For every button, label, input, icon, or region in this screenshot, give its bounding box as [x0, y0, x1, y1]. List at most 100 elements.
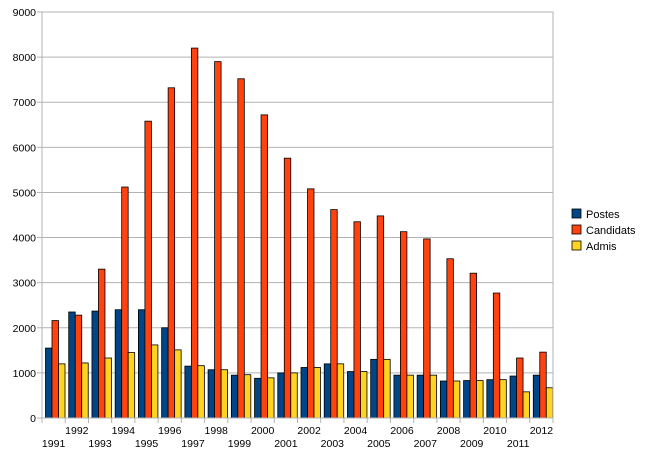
x-tick-label: 1997 [181, 438, 205, 450]
bar-admis-1998 [220, 369, 228, 419]
bar-postes-2004 [347, 371, 355, 419]
y-tick-label: 5000 [13, 187, 37, 199]
bar-postes-1994 [114, 309, 123, 419]
x-tick-label: 2002 [297, 425, 321, 437]
y-tick-label: 7000 [13, 97, 37, 109]
x-tick-label: 1992 [65, 425, 89, 437]
x-tick-label: 2004 [344, 425, 368, 437]
x-tick-label: 2012 [530, 425, 554, 437]
y-axis-ticks: 0 1000 2000 3000 4000 5000 6000 7000 8000 9000 [13, 7, 37, 425]
legend: Postes Candidats Admis [571, 208, 636, 253]
legend-label-admis: Admis [586, 241, 617, 253]
y-tick-label: 9000 [13, 7, 37, 19]
y-tick-label: 8000 [13, 52, 37, 64]
x-tick-label: 2003 [321, 438, 345, 450]
y-tick-label: 4000 [13, 233, 37, 245]
y-tick-label: 0 [30, 413, 36, 425]
bar-postes-1995 [138, 309, 146, 419]
y-tick-label: 3000 [13, 278, 37, 290]
bar-candidats-2005 [376, 215, 385, 419]
bar-admis-2012 [545, 387, 554, 419]
bar-postes-2011 [509, 375, 517, 419]
x-tick-label: 2005 [367, 438, 391, 450]
bar-admis-1999 [243, 374, 252, 419]
bar-admis-2002 [313, 367, 321, 419]
bar-postes-1998 [207, 369, 215, 419]
bar-admis-1995 [151, 344, 159, 419]
bar-postes-2006 [393, 374, 401, 419]
axes [37, 11, 554, 423]
bar-postes-2012 [532, 374, 541, 419]
x-tick-label: 2009 [460, 438, 484, 450]
bar-candidats-2011 [516, 357, 524, 419]
bar-postes-1997 [184, 365, 192, 419]
bar-candidats-2009 [469, 272, 477, 419]
bar-admis-2009 [476, 380, 484, 419]
bar-postes-2007 [416, 374, 425, 419]
y-tick-label: 6000 [13, 142, 37, 154]
x-tick-label: 1995 [135, 438, 159, 450]
bar-candidats-1993 [98, 268, 106, 419]
x-tick-label: 2001 [274, 438, 298, 450]
bar-candidats-2004 [353, 221, 361, 419]
bar-admis-2010 [499, 379, 507, 419]
x-tick-label: 2006 [390, 425, 414, 437]
legend-label-postes: Postes [586, 209, 620, 221]
bar-candidats-2006 [400, 231, 408, 419]
y-tick-label: 2000 [13, 323, 37, 335]
bar-postes-2002 [300, 367, 308, 419]
bars [45, 47, 554, 419]
bar-postes-2009 [463, 380, 471, 419]
bar-candidats-2012 [539, 351, 547, 419]
bar-candidats-1991 [51, 320, 59, 419]
bar-postes-2010 [486, 379, 494, 419]
legend-label-candidats: Candidats [586, 225, 636, 237]
bar-candidats-2010 [492, 292, 501, 419]
bar-admis-2000 [267, 377, 275, 419]
bar-admis-1994 [127, 352, 136, 419]
bar-admis-2005 [383, 358, 391, 419]
bar-postes-2001 [277, 372, 285, 419]
bar-postes-2000 [254, 377, 262, 419]
bar-candidats-2001 [283, 157, 292, 419]
x-tick-label: 2007 [414, 438, 438, 450]
bar-postes-2005 [370, 358, 378, 419]
bar-candidats-2007 [423, 238, 431, 419]
bar-admis-2007 [429, 374, 438, 419]
x-axis-ticks: 1991199219931994199519961997199819992000… [42, 425, 553, 450]
bar-admis-1997 [197, 365, 205, 419]
bar-admis-2001 [290, 372, 298, 419]
legend-swatch-admis [571, 240, 582, 251]
legend-swatch-candidats [571, 224, 582, 235]
y-tick-label: 1000 [13, 368, 37, 380]
x-tick-label: 1999 [228, 438, 252, 450]
bar-admis-1992 [81, 362, 89, 419]
bar-candidats-2000 [260, 114, 268, 419]
bar-postes-1991 [45, 347, 53, 419]
legend-swatch-postes [571, 208, 582, 219]
bar-candidats-1995 [144, 120, 152, 419]
bar-admis-2008 [452, 380, 461, 419]
bar-admis-2006 [406, 374, 414, 419]
bar-admis-2003 [336, 363, 345, 419]
bar-postes-2008 [439, 380, 448, 419]
bar-candidats-1994 [121, 186, 129, 419]
bar-postes-1993 [91, 310, 99, 419]
bar-candidats-1999 [237, 78, 245, 419]
bar-admis-1991 [58, 363, 66, 419]
x-tick-label: 2011 [507, 438, 530, 450]
x-tick-label: 1996 [158, 425, 182, 437]
bar-postes-2003 [323, 363, 332, 419]
bar-admis-2011 [522, 391, 530, 419]
x-tick-label: 2010 [483, 425, 507, 437]
bar-postes-1999 [230, 374, 239, 419]
bar-candidats-1992 [74, 314, 83, 419]
x-tick-label: 1994 [112, 425, 136, 437]
bar-candidats-2002 [307, 188, 315, 419]
x-tick-label: 1991 [42, 438, 66, 450]
bar-admis-2004 [360, 371, 368, 419]
bar-candidats-1996 [167, 87, 176, 419]
bar-candidats-2008 [446, 258, 454, 419]
bar-candidats-1998 [214, 61, 222, 419]
x-tick-label: 2008 [437, 425, 461, 437]
